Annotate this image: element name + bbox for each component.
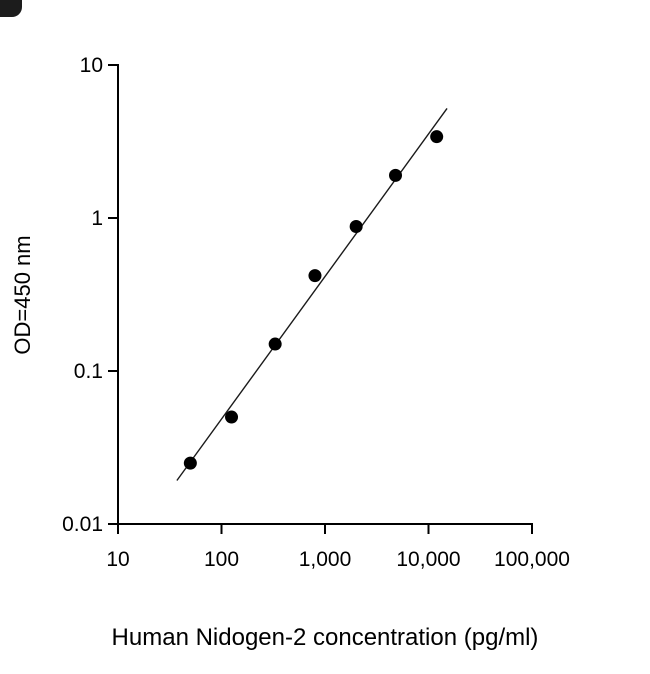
corner-mark-artifact [0, 0, 22, 17]
data-point-marker [268, 337, 282, 351]
y-tick-label: 1 [91, 207, 103, 230]
data-point-marker [225, 410, 239, 424]
data-point-marker [430, 130, 444, 144]
y-axis-label: OD=450 nm [10, 235, 35, 354]
data-point-marker [183, 456, 197, 470]
y-tick-label: 10 [80, 54, 103, 77]
x-tick-label: 10,000 [396, 548, 460, 571]
data-series [176, 108, 448, 481]
x-tick-label: 100,000 [494, 548, 570, 571]
standard-curve-chart: OD=450 nm 10 100 1,000 10,000 100,000 0.01 0.1… [10, 54, 570, 651]
fit-line [176, 108, 448, 481]
y-tick-label: 0.01 [62, 513, 103, 536]
data-point-marker [389, 168, 403, 182]
data-point-marker [349, 219, 363, 233]
plot-svg: OD=450 nm 10 100 1,000 10,000 100,000 0.01 0.1… [10, 54, 570, 571]
x-tick-label: 100 [204, 548, 239, 571]
data-point-marker [308, 269, 322, 283]
y-tick-label: 0.1 [74, 360, 103, 383]
x-tick-label: 1,000 [299, 548, 352, 571]
axes: 10 100 1,000 10,000 100,000 0.01 0.1 1 10 [62, 54, 570, 571]
x-tick-label: 10 [106, 548, 129, 571]
x-axis-label: Human Nidogen-2 concentration (pg/ml) [111, 624, 539, 651]
